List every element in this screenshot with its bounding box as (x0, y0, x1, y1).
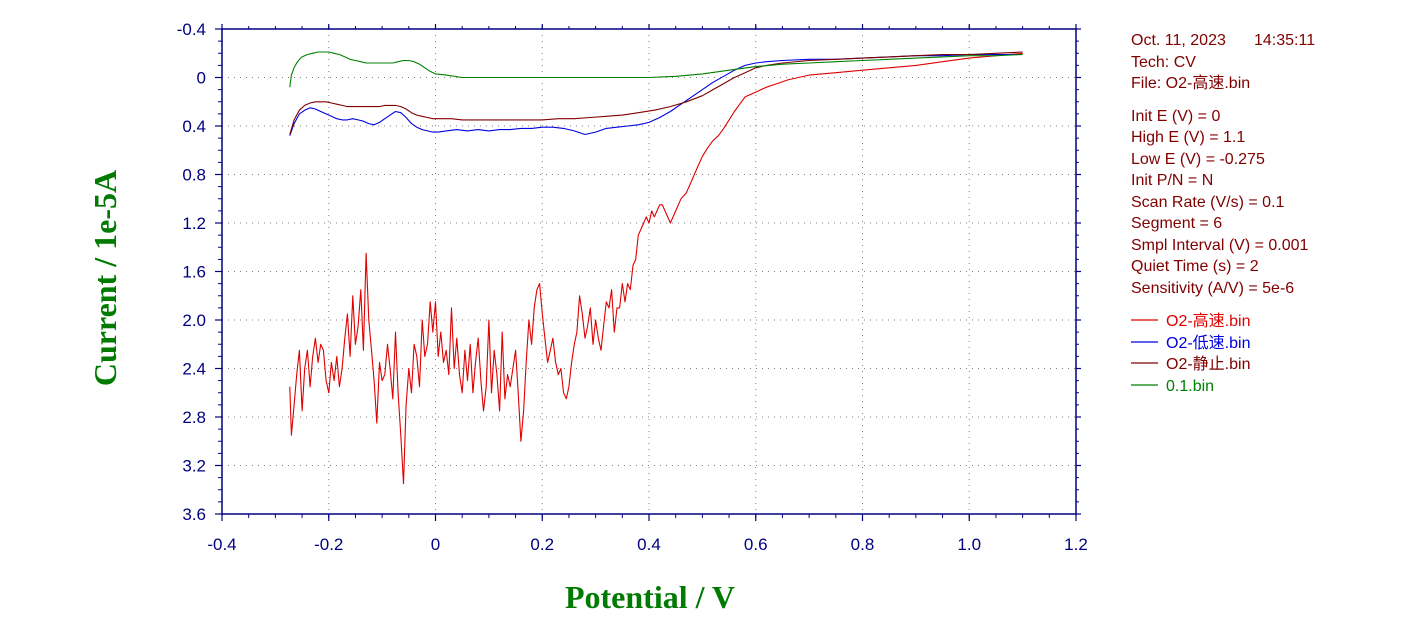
tick-labels: -0.4 -0.2 0 0.2 0.4 0.6 0.8 1.0 1.2 -0.4 0 0.4 0.8 1.… (177, 20, 1088, 554)
info-tech: Tech: CV (1131, 54, 1196, 71)
y-tick-label: 3.2 (182, 457, 206, 476)
y-tick-label: 2.4 (182, 360, 206, 379)
x-axis-title: Potential / V (565, 579, 735, 615)
legend: O2-高速.bin O2-低速.bin O2-静止.bin 0.1.bin (1131, 312, 1250, 395)
series-line-3 (289, 51, 1023, 88)
info-param: Segment = 6 (1131, 215, 1222, 232)
x-tick-label: 0.8 (851, 535, 875, 554)
legend-label: 0.1.bin (1166, 378, 1214, 395)
y-tick-label: 1.2 (182, 214, 206, 233)
legend-label: O2-低速.bin (1166, 334, 1250, 352)
x-tick-label: 1.2 (1064, 535, 1088, 554)
info-time: 14:35:11 (1254, 32, 1315, 49)
y-tick-label: 3.6 (182, 505, 206, 524)
info-param: Init E (V) = 0 (1131, 108, 1220, 125)
y-tick-label: 0.8 (182, 166, 206, 185)
x-tick-label: -0.2 (314, 535, 343, 554)
info-param: Smpl Interval (V) = 0.001 (1131, 237, 1309, 254)
y-tick-label: 2.8 (182, 408, 206, 427)
info-param: Low E (V) = -0.275 (1131, 151, 1265, 168)
info-param: Quiet Time (s) = 2 (1131, 258, 1259, 275)
info-param: High E (V) = 1.1 (1131, 129, 1245, 146)
x-tick-label: 0.2 (530, 535, 554, 554)
info-param: Sensitivity (A/V) = 5e-6 (1131, 280, 1294, 297)
legend-label: O2-高速.bin (1166, 312, 1250, 330)
info-date: Oct. 11, 2023 (1131, 32, 1226, 49)
legend-label: O2-静止.bin (1166, 355, 1250, 373)
x-tick-label: 1.0 (957, 535, 981, 554)
x-tick-label: 0.4 (637, 535, 661, 554)
info-param: Scan Rate (V/s) = 0.1 (1131, 194, 1285, 211)
info-param: Init P/N = N (1131, 172, 1213, 189)
grid (222, 29, 1076, 514)
y-tick-label: 0.4 (182, 117, 206, 136)
info-panel: Oct. 11, 2023 14:35:11 Tech: CV File: O2… (1131, 32, 1315, 297)
y-axis-title: Current / 1e-5A (87, 170, 123, 386)
series-line-2 (289, 51, 1023, 135)
x-tick-label: 0.6 (744, 535, 768, 554)
y-tick-label: 1.6 (182, 263, 206, 282)
y-tick-label: -0.4 (177, 20, 206, 39)
y-tick-label: 0 (197, 69, 206, 88)
series-line-1 (289, 53, 1023, 136)
y-tick-label: 2.0 (182, 311, 206, 330)
info-file: File: O2-高速.bin (1131, 74, 1250, 92)
x-tick-label: -0.4 (207, 535, 236, 554)
series-line-0 (289, 52, 1023, 485)
series-lines (289, 51, 1023, 485)
x-tick-label: 0 (431, 535, 440, 554)
axis-ticks (215, 24, 1081, 521)
